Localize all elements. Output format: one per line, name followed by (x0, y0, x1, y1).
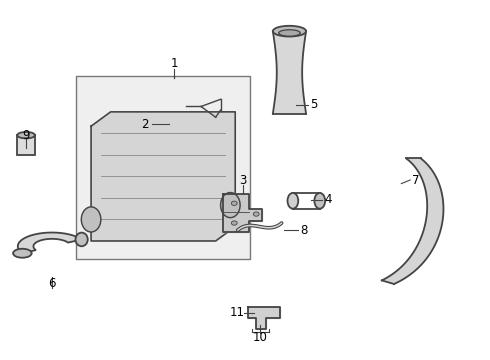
Ellipse shape (231, 221, 237, 225)
Text: 1: 1 (171, 57, 178, 70)
Text: 2: 2 (141, 118, 148, 131)
Ellipse shape (75, 233, 88, 246)
Text: 6: 6 (48, 278, 56, 291)
Text: 10: 10 (252, 331, 267, 344)
Text: 11: 11 (230, 306, 245, 319)
FancyBboxPatch shape (76, 76, 250, 259)
Text: 7: 7 (412, 174, 420, 186)
FancyBboxPatch shape (17, 135, 35, 155)
Text: 8: 8 (300, 224, 307, 237)
Ellipse shape (315, 193, 325, 209)
Ellipse shape (253, 212, 259, 216)
Polygon shape (91, 112, 235, 241)
Polygon shape (382, 158, 443, 284)
Polygon shape (248, 307, 280, 329)
Polygon shape (18, 233, 82, 253)
Polygon shape (223, 194, 262, 232)
Ellipse shape (279, 30, 300, 36)
Ellipse shape (231, 201, 237, 206)
Text: 4: 4 (324, 193, 332, 206)
Ellipse shape (13, 249, 32, 258)
Ellipse shape (273, 26, 306, 37)
Text: 5: 5 (310, 98, 317, 111)
Ellipse shape (81, 207, 101, 232)
Ellipse shape (17, 132, 35, 138)
Ellipse shape (288, 193, 298, 209)
Polygon shape (273, 31, 306, 114)
Text: 3: 3 (239, 174, 246, 186)
Text: 9: 9 (23, 129, 30, 142)
Ellipse shape (220, 193, 240, 218)
